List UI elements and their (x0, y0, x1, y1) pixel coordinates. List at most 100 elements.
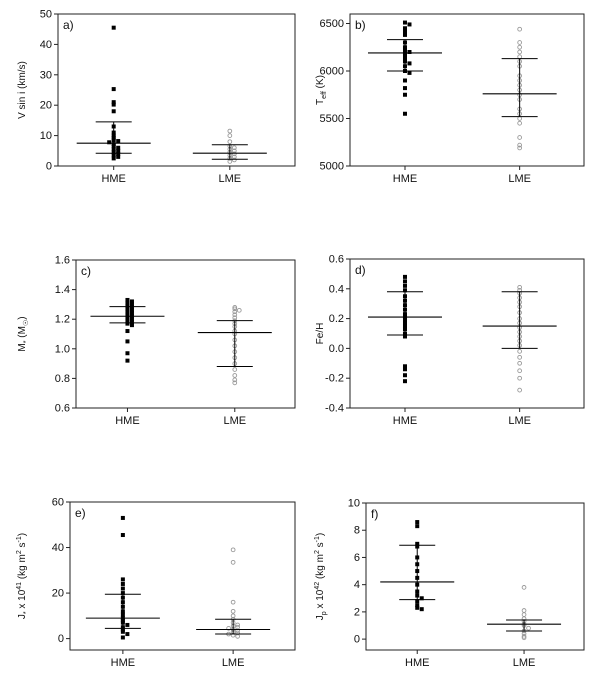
data-point (517, 145, 522, 151)
data-point (227, 133, 233, 138)
y-tick-label: 0.2 (329, 313, 344, 325)
data-point (120, 515, 125, 520)
y-tick-label: 0 (46, 161, 52, 173)
data-point (402, 86, 407, 91)
y-tick-label: 0.0 (329, 343, 344, 355)
data-point (402, 373, 407, 378)
y-tick-label: 5500 (320, 113, 344, 125)
data-point (517, 284, 522, 290)
panel-label: e) (75, 506, 86, 520)
data-point (120, 577, 125, 582)
data-point (232, 305, 238, 310)
data-point (120, 627, 125, 632)
data-point (419, 596, 424, 601)
x-tick-label: HME (111, 657, 135, 669)
data-point (407, 70, 412, 75)
y-tick-label: 0.4 (329, 283, 344, 295)
series-lme (482, 26, 557, 151)
data-point (517, 375, 522, 381)
data-point (415, 599, 420, 603)
data-point (517, 44, 522, 50)
data-point (235, 622, 240, 628)
data-point (415, 603, 420, 608)
data-point (111, 100, 116, 105)
y-tick-label: 10 (40, 130, 52, 142)
data-point (129, 317, 134, 322)
plot-frame (69, 501, 296, 651)
data-point (111, 102, 116, 107)
plot-frame (365, 502, 585, 651)
data-point (402, 367, 407, 372)
data-point (232, 380, 238, 386)
data-point (231, 157, 237, 163)
data-point (120, 533, 125, 538)
panel-c: 0.6 0.8 1.0 1.2 1.4 1.6 HME LME c) M* (M☉) (17, 255, 296, 427)
data-point (125, 351, 130, 356)
y-tick-label: -0.2 (325, 373, 344, 385)
x-tick-label: HME (405, 657, 429, 669)
data-point (230, 599, 236, 605)
y-tick-label: 40 (52, 542, 64, 554)
data-point (517, 26, 522, 32)
data-point (517, 368, 522, 374)
y-tick-label: 4 (354, 579, 360, 591)
y-tick-label: 6500 (320, 18, 344, 30)
x-tick-label: HME (393, 415, 417, 427)
plot-frame (349, 13, 585, 167)
panel-e: 0 20 40 60 HME LME e) J* x 1041 (kg m2 s-1) (16, 497, 296, 669)
panel-a: 0 10 20 30 40 50 HME LME a) V sin i (km/s) (17, 9, 296, 185)
panel-label: f) (371, 507, 378, 521)
x-tick-label: HME (115, 415, 139, 427)
data-point (402, 20, 407, 25)
data-point (125, 329, 130, 334)
y-tick-label: 40 (40, 39, 52, 51)
data-point (111, 156, 116, 161)
data-point (517, 349, 522, 354)
data-point (125, 300, 130, 305)
data-point (402, 111, 407, 116)
y-axis-label: Jp x 1042 (kg m2 s-1) (314, 533, 328, 620)
data-point (129, 299, 134, 304)
x-tick-label: LME (223, 415, 246, 427)
y-axis-label: Teff (K) (315, 75, 328, 105)
data-point (120, 591, 125, 596)
data-point (232, 312, 238, 318)
data-point (116, 151, 121, 156)
data-point (402, 26, 407, 31)
data-point (231, 151, 237, 157)
data-point (517, 387, 522, 393)
y-tick-label: 5000 (320, 161, 344, 173)
data-point (111, 153, 116, 158)
y-axis-label: Fe/H (315, 323, 326, 345)
data-point (402, 379, 407, 384)
data-point (230, 559, 236, 565)
data-point (415, 524, 420, 529)
series-lme (196, 547, 271, 639)
data-point (125, 632, 130, 637)
data-point (111, 87, 116, 92)
y-tick-label: -0.4 (325, 403, 344, 415)
data-point (125, 297, 130, 302)
data-point (407, 50, 412, 54)
x-tick-label: HME (101, 173, 125, 185)
data-point (521, 585, 527, 590)
data-point (402, 92, 407, 97)
data-point (517, 142, 522, 148)
data-point (227, 139, 233, 145)
y-tick-label: 0.8 (55, 373, 70, 385)
data-point (517, 54, 522, 60)
y-tick-label: 1.0 (55, 343, 70, 355)
x-tick-label: LME (222, 657, 245, 669)
y-tick-label: 6000 (320, 66, 344, 78)
panel-label: c) (81, 264, 91, 278)
plot-frame (349, 258, 585, 409)
data-point (232, 315, 238, 321)
data-point (120, 635, 125, 640)
x-tick-label: LME (508, 173, 531, 185)
data-point (231, 145, 237, 151)
series-hme (367, 20, 442, 116)
data-point (402, 32, 407, 37)
y-tick-label: 50 (40, 9, 52, 21)
panel-label: a) (63, 18, 74, 32)
data-point (517, 40, 522, 45)
